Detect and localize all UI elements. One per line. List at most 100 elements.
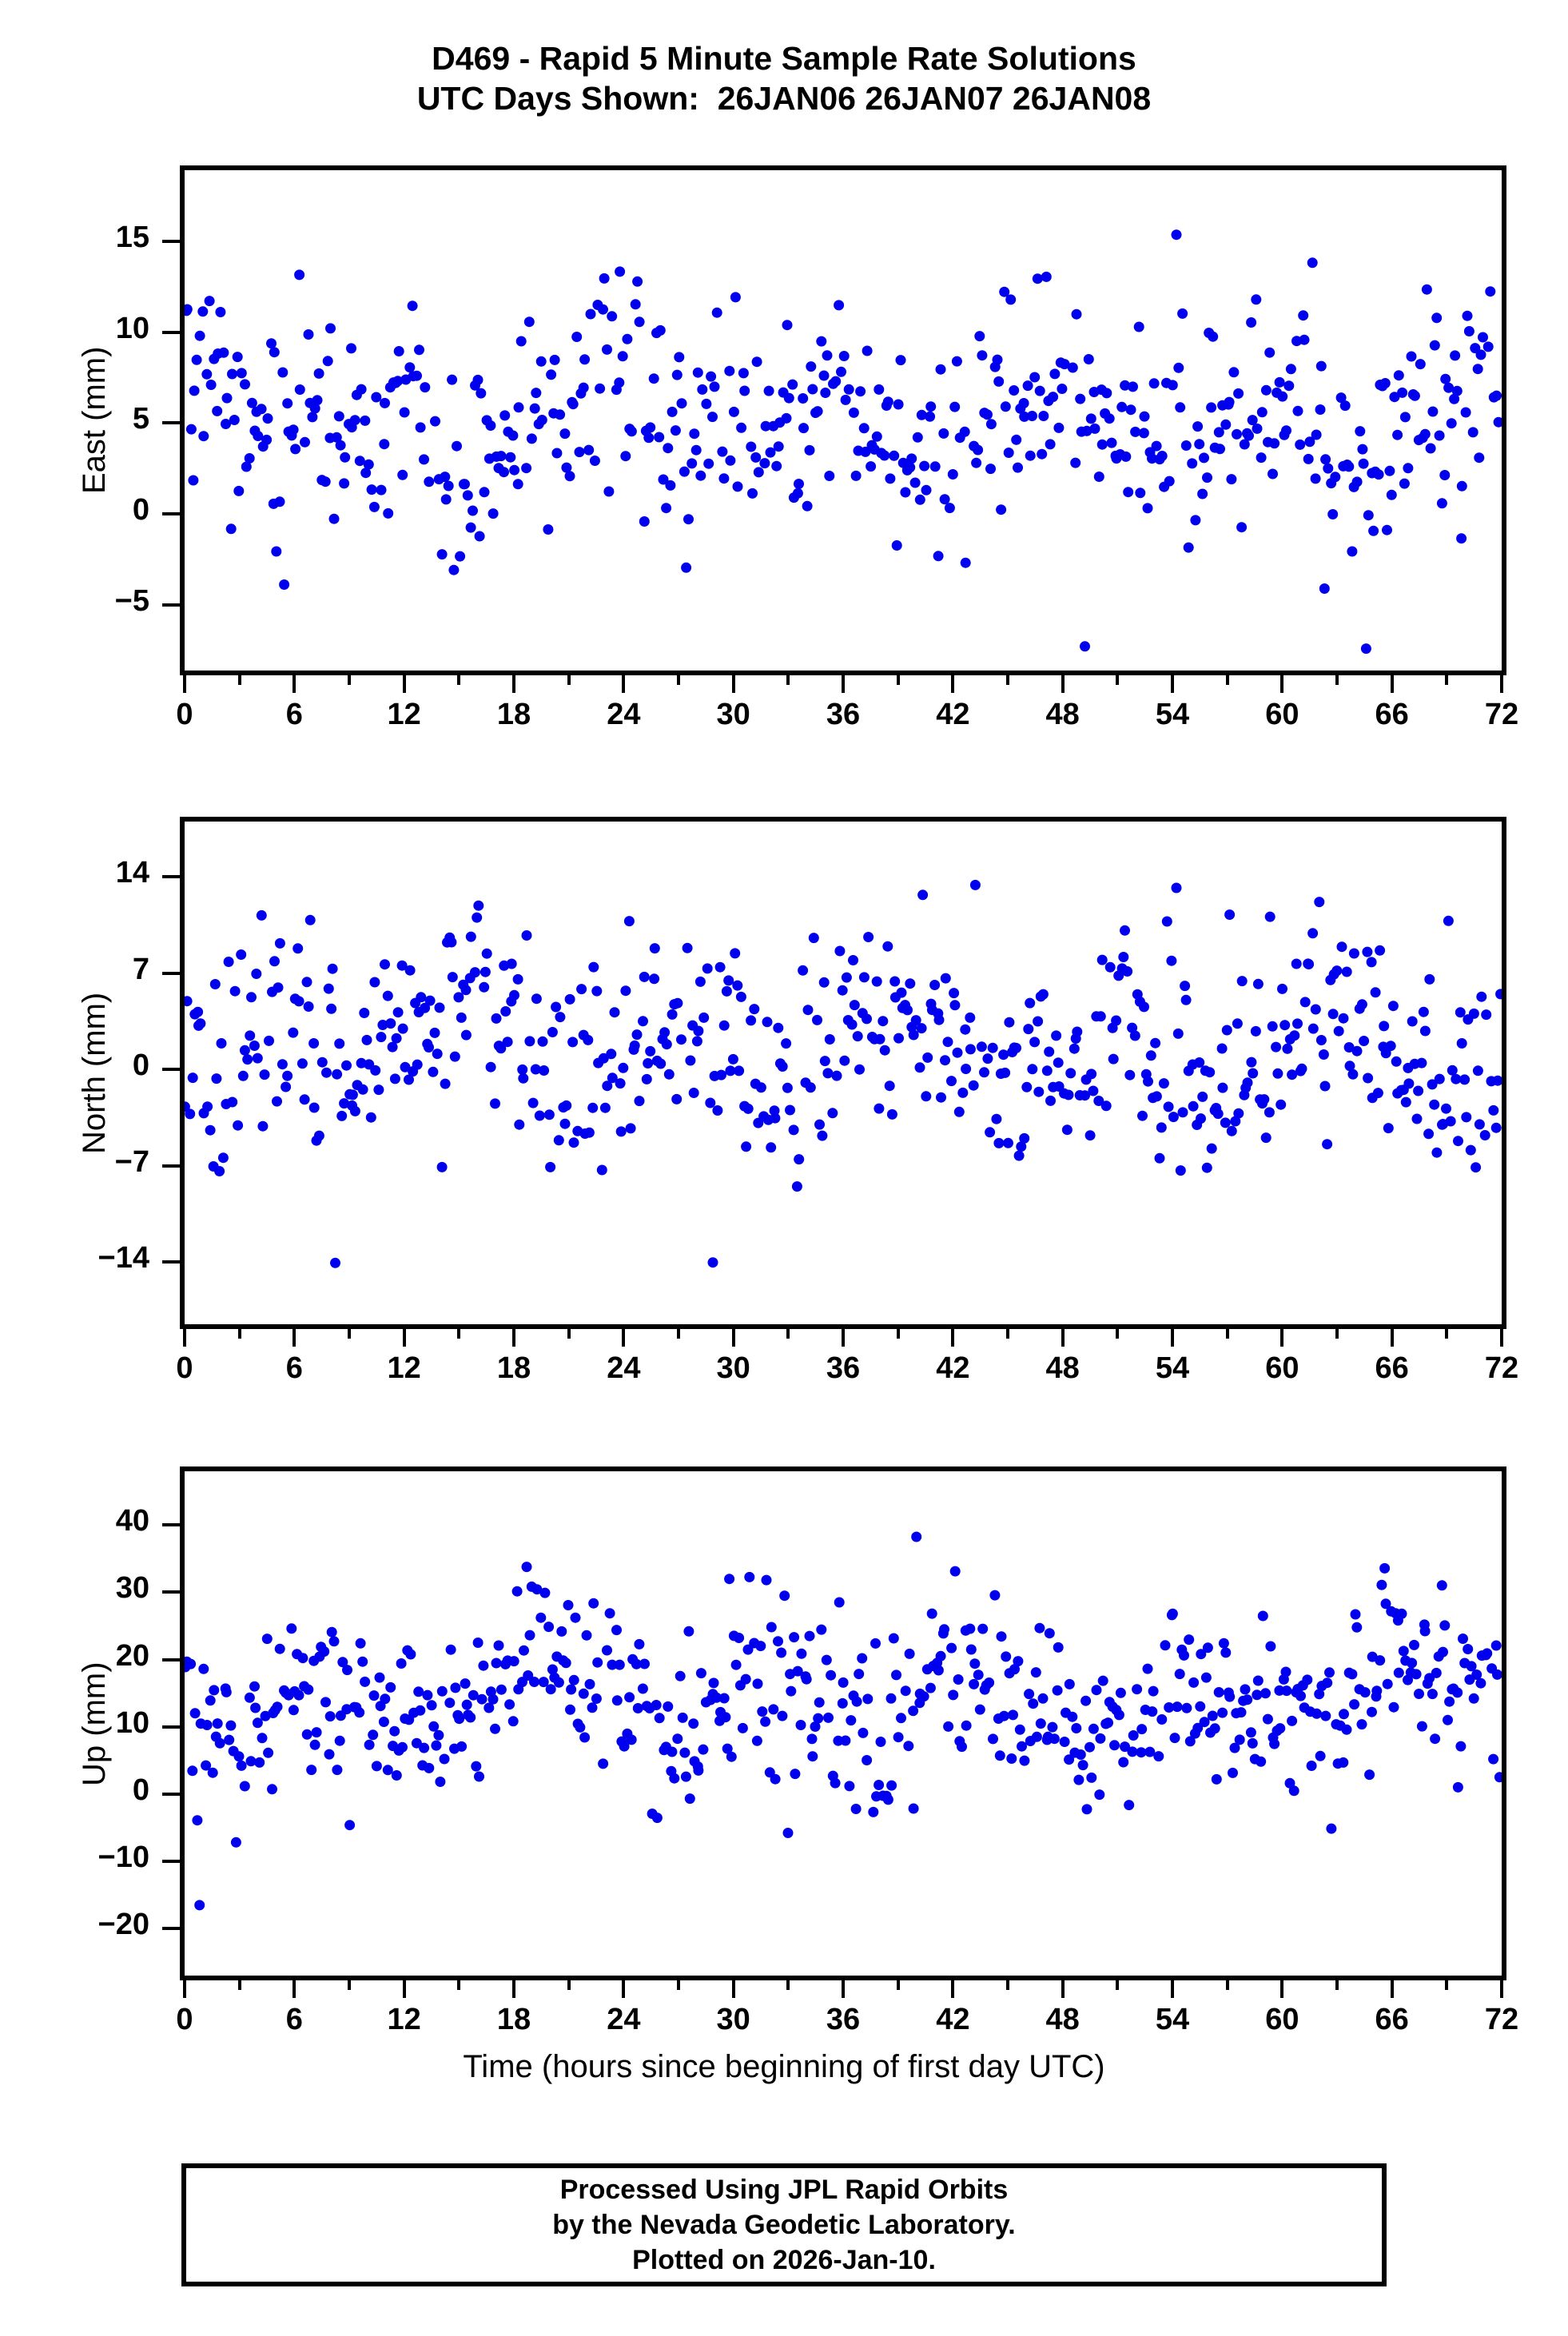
x-tick-north-54 [1171, 1329, 1174, 1347]
x-tick-north-42 [951, 1329, 955, 1347]
x-tick-east-48 [1061, 675, 1065, 693]
footer-line-3: Plotted on 2026-Jan-10. [632, 2245, 936, 2275]
y-tick-label-east-2: 5 [132, 402, 149, 436]
x-tick-up-48 [1061, 1980, 1065, 1998]
x-tick-label-east-12: 72 [1484, 698, 1519, 731]
plot-panel-east [180, 165, 1506, 675]
x-tick-up-63 [1335, 1980, 1339, 1990]
y-axis-label-east: East (mm) [77, 346, 112, 494]
x-tick-label-east-8: 48 [1045, 698, 1080, 731]
x-tick-east-0 [183, 675, 186, 693]
x-tick-label-up-12: 72 [1484, 2003, 1519, 2036]
y-tick-east-1 [162, 512, 180, 516]
x-tick-east-36 [842, 675, 845, 693]
x-tick-north-39 [896, 1329, 900, 1339]
x-tick-label-up-1: 6 [285, 2003, 303, 2036]
x-tick-east-69 [1445, 675, 1449, 685]
y-tick-north-1 [162, 1164, 180, 1168]
y-tick-label-east-0: −5 [114, 584, 149, 619]
x-tick-label-north-8: 48 [1045, 1351, 1080, 1385]
footer-credit-box: Processed Using JPL Rapid Orbits by the … [181, 2163, 1387, 2286]
y-tick-label-north-1: −7 [114, 1144, 149, 1179]
x-tick-label-north-0: 0 [176, 1351, 193, 1385]
x-tick-label-up-5: 30 [716, 2003, 750, 2036]
x-tick-up-6 [293, 1980, 296, 1998]
x-tick-east-45 [1006, 675, 1009, 685]
x-tick-up-33 [786, 1980, 790, 1990]
x-tick-east-21 [567, 675, 571, 685]
x-tick-north-69 [1445, 1329, 1449, 1339]
footer-line-1: Processed Using JPL Rapid Orbits [559, 2175, 1009, 2205]
y-tick-up-6 [162, 1523, 180, 1527]
x-tick-north-63 [1335, 1329, 1339, 1339]
x-tick-up-30 [731, 1980, 735, 1998]
y-tick-east-4 [162, 239, 180, 243]
x-tick-label-up-2: 12 [387, 2003, 421, 2036]
y-tick-label-east-4: 15 [115, 220, 149, 254]
x-tick-east-6 [293, 675, 296, 693]
footer-line-2: by the Nevada Geodetic Laboratory. [552, 2210, 1016, 2240]
x-tick-up-45 [1006, 1980, 1009, 1990]
y-tick-label-up-4: 20 [115, 1638, 149, 1673]
y-tick-label-up-0: −20 [98, 1908, 149, 1942]
x-tick-label-north-3: 18 [496, 1351, 531, 1385]
x-tick-up-24 [622, 1980, 626, 1998]
x-tick-north-21 [567, 1329, 571, 1339]
x-tick-label-east-9: 54 [1155, 698, 1190, 731]
x-tick-east-9 [348, 675, 351, 685]
x-tick-label-north-2: 12 [387, 1351, 421, 1385]
x-tick-east-18 [512, 675, 515, 693]
x-tick-north-12 [402, 1329, 406, 1347]
plot-area-east [185, 170, 1502, 671]
y-tick-label-up-3: 10 [115, 1705, 149, 1740]
y-tick-up-1 [162, 1859, 180, 1863]
y-tick-north-0 [162, 1260, 180, 1264]
x-tick-east-72 [1500, 675, 1503, 693]
x-tick-label-east-0: 0 [176, 698, 193, 731]
y-tick-up-2 [162, 1792, 180, 1796]
x-tick-label-east-6: 36 [826, 698, 861, 731]
y-tick-label-north-0: −14 [98, 1241, 149, 1275]
x-tick-label-east-10: 60 [1265, 698, 1299, 731]
y-tick-label-east-3: 10 [115, 311, 149, 345]
x-tick-label-north-6: 36 [826, 1351, 861, 1385]
x-tick-north-66 [1390, 1329, 1394, 1347]
x-tick-label-up-9: 54 [1155, 2003, 1190, 2036]
y-tick-up-3 [162, 1725, 180, 1729]
y-tick-up-4 [162, 1657, 180, 1661]
x-tick-label-north-10: 60 [1265, 1351, 1299, 1385]
x-tick-up-72 [1500, 1980, 1503, 1998]
x-tick-up-69 [1445, 1980, 1449, 1990]
x-tick-label-up-10: 60 [1265, 2003, 1299, 2036]
y-tick-label-up-2: 0 [132, 1773, 149, 1807]
x-tick-up-51 [1116, 1980, 1120, 1990]
x-tick-north-18 [512, 1329, 515, 1347]
y-tick-label-east-1: 0 [132, 493, 149, 527]
x-axis-label: Time (hours since beginning of first day… [463, 2049, 1105, 2084]
y-tick-north-4 [162, 874, 180, 878]
x-tick-north-33 [786, 1329, 790, 1339]
x-tick-north-24 [622, 1329, 626, 1347]
y-tick-label-north-3: 7 [132, 952, 149, 986]
x-tick-east-60 [1280, 675, 1284, 693]
x-tick-east-66 [1390, 675, 1394, 693]
x-tick-label-north-9: 54 [1155, 1351, 1190, 1385]
x-tick-north-48 [1061, 1329, 1065, 1347]
x-tick-up-9 [348, 1980, 351, 1990]
y-tick-up-5 [162, 1590, 180, 1594]
x-tick-east-51 [1116, 675, 1120, 685]
x-tick-north-45 [1006, 1329, 1009, 1339]
x-tick-up-18 [512, 1980, 515, 1998]
chart-title: D469 - Rapid 5 Minute Sample Rate Soluti… [0, 38, 1568, 118]
x-tick-east-63 [1335, 675, 1339, 685]
x-tick-east-42 [951, 675, 955, 693]
x-tick-north-27 [677, 1329, 680, 1339]
x-tick-north-51 [1116, 1329, 1120, 1339]
y-tick-east-0 [162, 603, 180, 607]
x-tick-east-54 [1171, 675, 1174, 693]
x-tick-north-72 [1500, 1329, 1503, 1347]
y-tick-up-0 [162, 1927, 180, 1931]
x-tick-north-15 [457, 1329, 461, 1339]
title-line-1: D469 - Rapid 5 Minute Sample Rate Soluti… [432, 40, 1136, 77]
y-tick-label-north-4: 14 [115, 855, 149, 889]
